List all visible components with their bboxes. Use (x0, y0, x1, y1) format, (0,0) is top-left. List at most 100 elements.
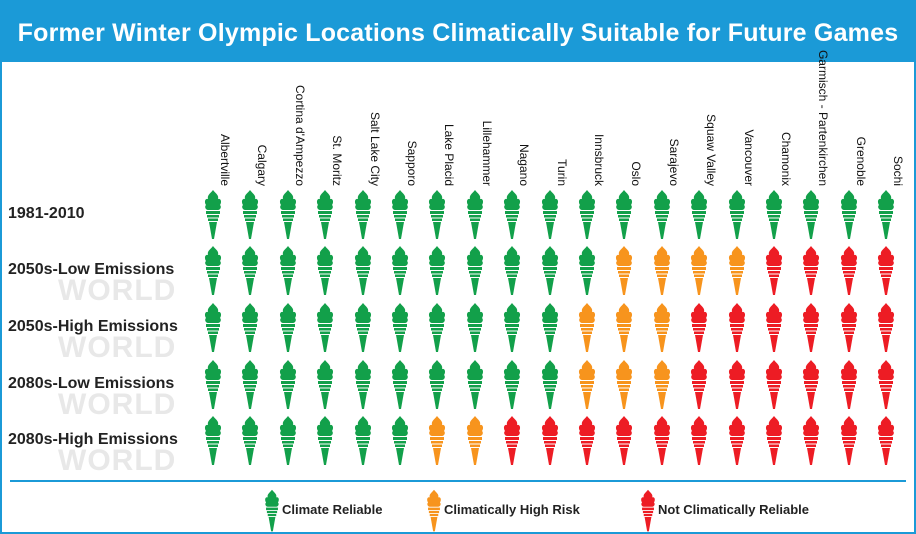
torch-mark-high-risk (427, 416, 447, 466)
torch-mark-not-reliable (876, 416, 896, 466)
watermark: WORLD (58, 444, 177, 477)
city-label: Vancouver (728, 68, 756, 186)
city-name: Lillehammer (479, 120, 494, 186)
city-name: Salt Lake City (367, 111, 382, 186)
city-name: Grenoble (853, 136, 868, 186)
torch-mark-reliable (764, 190, 784, 240)
torch-mark-reliable (203, 303, 223, 353)
torch-mark-high-risk (614, 360, 634, 410)
torch-mark-high-risk (614, 246, 634, 296)
torch-mark-not-reliable (839, 416, 859, 466)
city-label: Nagano (503, 68, 531, 186)
torch-mark-reliable (465, 360, 485, 410)
torch-mark-reliable (540, 360, 560, 410)
torch-mark-reliable (315, 190, 335, 240)
torch-mark-high-risk (465, 416, 485, 466)
torch-mark-reliable (839, 190, 859, 240)
city-label: Oslo (615, 68, 643, 186)
torch-mark-reliable (801, 190, 821, 240)
torch-mark-not-reliable (689, 416, 709, 466)
torch-mark-reliable (502, 190, 522, 240)
torch-mark-reliable (315, 303, 335, 353)
city-label: Garmisch - Partenkirchen (802, 50, 830, 186)
torch-mark-reliable (427, 360, 447, 410)
city-label: Chamonix (765, 68, 793, 186)
torch-mark-reliable (727, 190, 747, 240)
torch-mark-high-risk (652, 246, 672, 296)
city-label: Cortina d'Ampezzo (279, 68, 307, 186)
watermark: WORLD (58, 274, 177, 307)
torch-mark-reliable (540, 303, 560, 353)
city-label: Calgary (241, 68, 269, 186)
city-label: Squaw Valley (690, 68, 718, 186)
torch-mark-high-risk (577, 303, 597, 353)
torch-mark-high-risk (652, 360, 672, 410)
torch-mark-reliable (540, 246, 560, 296)
torch-mark-not-reliable (839, 360, 859, 410)
torch-mark-reliable (353, 303, 373, 353)
city-name: Innsbruck (592, 133, 606, 186)
city-name: Lake Placid (442, 123, 457, 186)
city-name: Turin (554, 159, 569, 186)
torch-mark-reliable (203, 360, 223, 410)
torch-mark-high-risk (577, 360, 597, 410)
torch-mark-reliable (240, 416, 260, 466)
city-label: Grenoble (840, 68, 868, 186)
row-label: 1981-2010 (8, 205, 85, 222)
torch-mark-not-reliable (764, 416, 784, 466)
torch-mark-reliable (652, 190, 672, 240)
torch-mark-high-risk (727, 246, 747, 296)
city-label: Sochi (877, 68, 905, 186)
torch-mark-not-reliable (727, 360, 747, 410)
city-name: Cortina d'Ampezzo (292, 84, 307, 186)
city-label: Salt Lake City (354, 68, 382, 186)
torch-mark-reliable (465, 190, 485, 240)
torch-mark-reliable (278, 246, 298, 296)
torch-mark-not-reliable (801, 360, 821, 410)
torch-mark-reliable (203, 416, 223, 466)
torch-mark-not-reliable (614, 416, 634, 466)
torch-mark-reliable (427, 303, 447, 353)
torch-mark-not-reliable (801, 246, 821, 296)
city-name: Vancouver (741, 129, 756, 186)
legend-torch-icon (264, 489, 281, 532)
torch-mark-not-reliable (839, 303, 859, 353)
torch-mark-not-reliable (801, 416, 821, 466)
city-name: Calgary (255, 144, 270, 186)
torch-mark-reliable (689, 190, 709, 240)
row-label: 2050s-High Emissions (8, 318, 178, 335)
torch-mark-reliable (390, 246, 410, 296)
torch-mark-reliable (315, 246, 335, 296)
city-label: Lake Placid (428, 68, 456, 186)
torch-mark-reliable (540, 190, 560, 240)
city-name: Sapporo (405, 140, 419, 186)
torch-mark-not-reliable (876, 246, 896, 296)
torch-mark-reliable (390, 303, 410, 353)
torch-mark-not-reliable (540, 416, 560, 466)
torch-mark-not-reliable (764, 303, 784, 353)
torch-mark-reliable (876, 190, 896, 240)
torch-mark-reliable (390, 360, 410, 410)
city-name: Nagano (517, 143, 532, 186)
torch-mark-reliable (240, 246, 260, 296)
city-name: Chamonix (779, 131, 793, 186)
city-label: Lillehammer (466, 68, 494, 186)
torch-mark-not-reliable (764, 360, 784, 410)
city-label: Sapporo (391, 68, 419, 186)
torch-mark-reliable (353, 360, 373, 410)
torch-mark-reliable (315, 416, 335, 466)
city-name: Sochi (891, 155, 906, 186)
torch-mark-reliable (353, 416, 373, 466)
torch-mark-reliable (203, 190, 223, 240)
torch-mark-not-reliable (764, 246, 784, 296)
watermark: WORLD (58, 331, 177, 364)
torch-mark-reliable (278, 190, 298, 240)
city-name: Albertville (218, 133, 232, 186)
torch-mark-not-reliable (689, 360, 709, 410)
legend-label: Not Climatically Reliable (658, 502, 809, 517)
torch-mark-reliable (240, 303, 260, 353)
torch-mark-not-reliable (652, 416, 672, 466)
torch-mark-not-reliable (801, 303, 821, 353)
city-label: Innsbruck (578, 68, 606, 186)
torch-mark-reliable (390, 190, 410, 240)
